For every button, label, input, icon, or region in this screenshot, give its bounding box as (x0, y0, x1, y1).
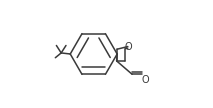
Text: O: O (142, 75, 149, 85)
Text: O: O (125, 42, 132, 52)
